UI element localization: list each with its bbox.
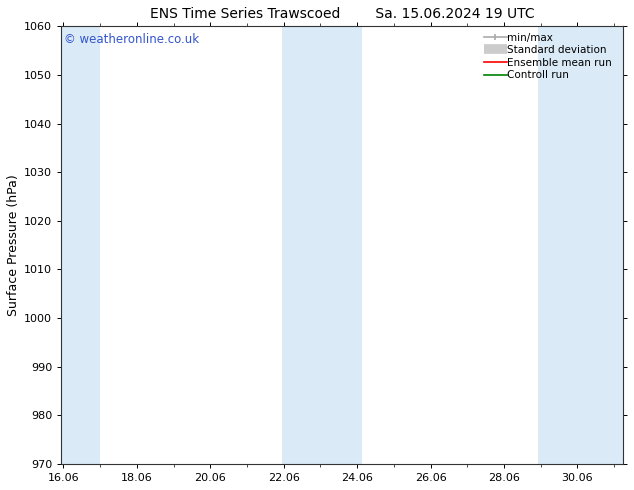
Legend: min/max, Standard deviation, Ensemble mean run, Controll run: min/max, Standard deviation, Ensemble me… — [481, 29, 620, 83]
Bar — [61, 26, 100, 464]
Text: © weatheronline.co.uk: © weatheronline.co.uk — [64, 33, 199, 46]
Title: ENS Time Series Trawscoed        Sa. 15.06.2024 19 UTC: ENS Time Series Trawscoed Sa. 15.06.2024… — [150, 7, 534, 21]
Bar — [538, 26, 623, 464]
Bar — [281, 26, 362, 464]
Y-axis label: Surface Pressure (hPa): Surface Pressure (hPa) — [7, 174, 20, 316]
